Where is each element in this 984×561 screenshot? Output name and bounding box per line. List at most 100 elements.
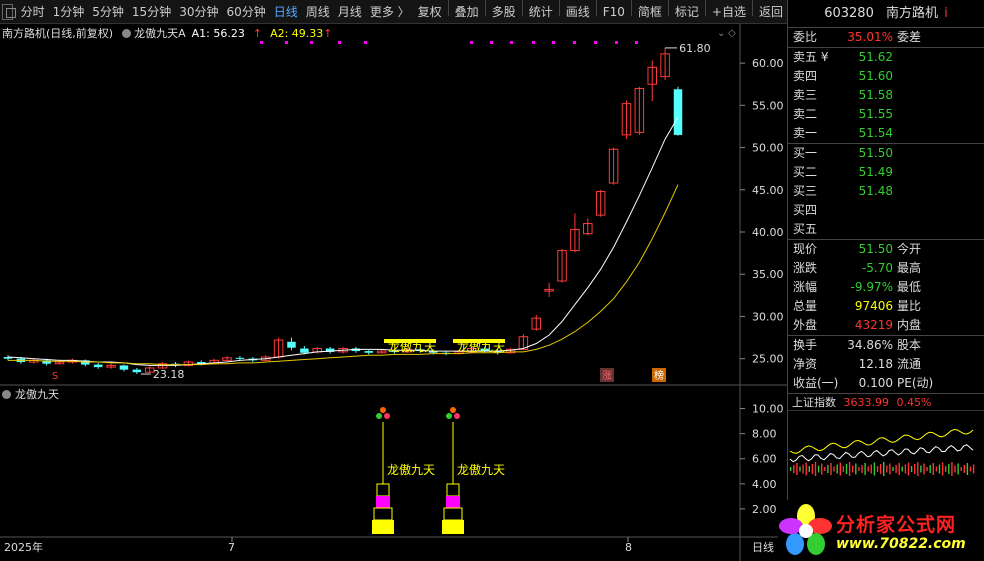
tab-0[interactable]: 分时	[20, 4, 45, 19]
tab-5[interactable]: 60分钟	[226, 4, 266, 19]
signal-dot	[573, 41, 576, 44]
tool-button-2[interactable]: 多股	[491, 4, 516, 19]
index-volume-bar	[929, 465, 931, 473]
index-volume-bar	[864, 463, 866, 475]
candle-body	[647, 66, 657, 85]
flower-logo-icon	[779, 504, 832, 555]
signal-dot	[510, 41, 513, 44]
tool-button-1[interactable]: 叠加	[454, 4, 479, 19]
sub-y-tick-label: 10.00	[752, 403, 784, 416]
sub-fruit-top	[380, 407, 386, 413]
indicator-name[interactable]: 龙傲九天A	[134, 27, 186, 40]
sub-indicator-name[interactable]: 龙傲九天	[15, 388, 59, 401]
tab-6[interactable]: 日线	[273, 4, 298, 19]
stat-row-3-label: 总量	[793, 299, 818, 313]
tool-button-7[interactable]: 标记	[674, 4, 699, 19]
layout-toggle-icon[interactable]	[2, 3, 16, 20]
tab-8[interactable]: 月线	[337, 4, 362, 19]
stat-row-3-label2: 量比	[897, 299, 922, 313]
sub-block-mid	[376, 496, 390, 508]
candle-body	[325, 348, 335, 352]
tool-button-4[interactable]: 画线	[565, 4, 590, 19]
sub-fruit-right	[384, 413, 390, 419]
index-volume-bar	[805, 462, 807, 476]
tool-button-5[interactable]: F10	[602, 4, 625, 19]
fund-row-2: 收益(一) 0.100 PE(动)	[788, 374, 984, 393]
candle-body	[518, 336, 529, 350]
buy-orders: 买一 51.50 买二 51.49 买三 51.48 买四 买五	[788, 144, 984, 239]
fund-row-1-value: 12.18	[858, 357, 893, 371]
sell-row-4-label: 卖一	[793, 126, 818, 140]
y-tick-label: 30.00	[752, 310, 784, 323]
index-volume-bar	[873, 462, 876, 476]
signal-dot	[470, 41, 473, 44]
candle-body	[660, 53, 670, 78]
y-tick-label: 45.00	[752, 184, 784, 197]
stat-row-2-label2: 最低	[897, 280, 922, 294]
index-volume-bar	[892, 467, 894, 471]
tab-4[interactable]: 30分钟	[179, 4, 219, 19]
x-label-year: 2025年	[4, 540, 43, 554]
zhang-badge: 涨	[602, 370, 612, 382]
signal-label-sub: 龙傲九天	[457, 462, 505, 477]
candle-body	[197, 362, 206, 364]
signal-dot	[552, 41, 555, 44]
signal-dot	[364, 41, 367, 44]
candle-body	[634, 87, 645, 133]
buy-row-3: 买四	[788, 201, 984, 220]
sell-row-0-label: 卖五 ¥	[793, 50, 829, 64]
candle-body	[235, 357, 245, 359]
signal-bar	[384, 339, 436, 343]
index-volume-bar	[951, 462, 953, 476]
info-icon[interactable]: i	[944, 6, 948, 21]
signal-label-main: 龙傲九天	[457, 339, 505, 354]
index-volume-bar	[833, 466, 835, 472]
low-label: 23.18	[153, 368, 185, 381]
sell-orders: 卖五 ¥ 51.62 卖四 51.60 卖三 51.58 卖二 51.55 卖一 51.54	[788, 48, 984, 143]
stat-row-3: 总量 97406 量比	[788, 297, 984, 316]
index-volume-bar	[910, 466, 913, 472]
y-tick-label: 55.00	[752, 99, 784, 112]
index-volume-bar	[917, 462, 919, 476]
tool-button-3[interactable]: 统计	[528, 4, 553, 19]
fund-row-0-label2: 股本	[897, 338, 922, 352]
index-volume-bar	[839, 462, 841, 476]
settings-circle-icon[interactable]	[122, 28, 132, 38]
tab-2[interactable]: 5分钟	[92, 4, 124, 19]
index-header[interactable]: 上证指数 3633.99 0.45%	[788, 393, 984, 411]
tool-button-6[interactable]: 简框	[637, 4, 662, 19]
fund-row-2-label2: PE(动)	[897, 376, 934, 390]
index-volume-bar	[969, 466, 972, 472]
stat-row-2-value: -9.97%	[850, 280, 893, 294]
stat-row-2-label: 涨幅	[793, 280, 818, 294]
tab-1[interactable]: 1分钟	[52, 4, 85, 19]
s-mark: S	[52, 371, 58, 382]
buy-row-2-value: 51.48	[858, 184, 893, 198]
signal-dot	[310, 41, 313, 44]
sub-settings-circle-icon[interactable]	[2, 389, 11, 399]
candle-body	[621, 103, 632, 136]
tab-3[interactable]: 15分钟	[131, 4, 172, 19]
sub-y-tick-label: 4.00	[752, 478, 777, 491]
index-volume-bar	[889, 463, 891, 475]
sub-block-low	[443, 507, 463, 521]
index-volume-bar	[799, 466, 801, 472]
stat-row-0-value: 51.50	[858, 242, 893, 256]
tool-button-9[interactable]: 返回	[758, 4, 783, 19]
stat-row-1-label2: 最高	[897, 261, 922, 275]
chart-chevron-icon: ⌄	[717, 28, 725, 39]
index-mini-chart[interactable]	[788, 411, 984, 501]
tab-9[interactable]: 更多 〉	[369, 4, 410, 19]
weibi-value: 35.01%	[847, 30, 893, 44]
index-volume-bar	[901, 466, 903, 472]
sub-block-mid	[446, 496, 460, 508]
kline-chart[interactable]: 60.00 55.00 50.00 45.00 40.00 35.00 30.00 25.00…	[0, 24, 787, 561]
tool-button-8[interactable]: +自选	[711, 4, 746, 19]
candle-body	[505, 348, 516, 354]
fund-row-1-label2: 流通	[897, 357, 922, 371]
stock-code: 603280	[824, 6, 874, 21]
tool-button-0[interactable]: 复权	[417, 4, 442, 19]
chart-legend: 南方路机(日线,前复权) 龙傲九天A A1: 56.23 ↑ A2: 49.33…	[2, 25, 333, 41]
tab-7[interactable]: 周线	[305, 4, 330, 19]
chart-canvas[interactable]: 60.00 55.00 50.00 45.00 40.00 35.00 30.00 25.00…	[0, 24, 787, 561]
